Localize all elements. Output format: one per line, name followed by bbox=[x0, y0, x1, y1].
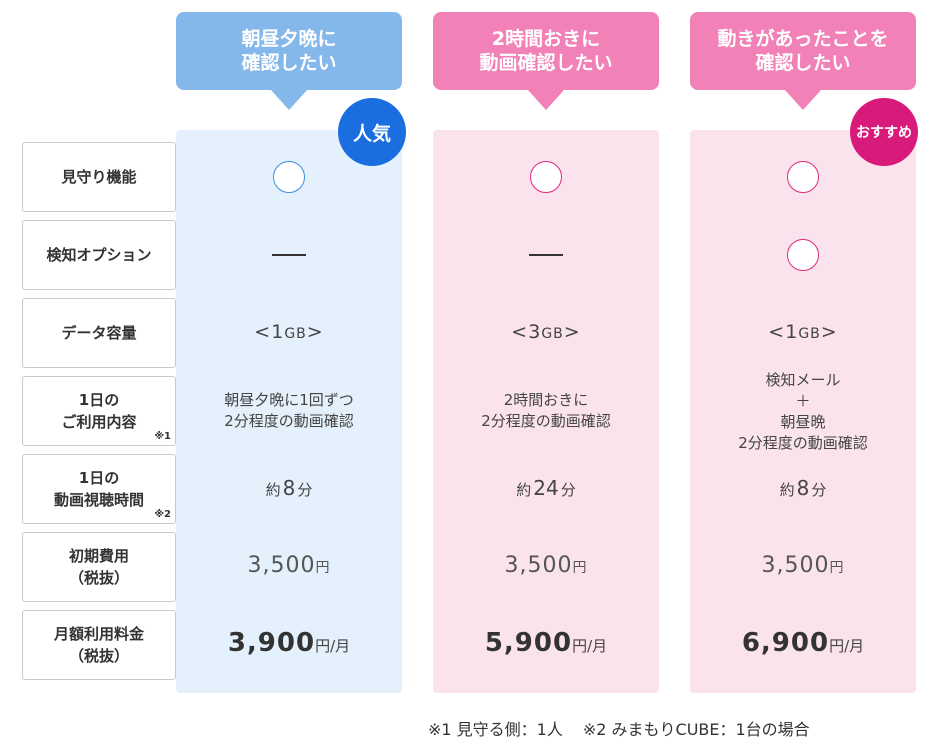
plan-3-panel bbox=[690, 130, 916, 693]
row-label-data: データ容量 bbox=[22, 298, 176, 368]
available-circle-icon bbox=[530, 161, 562, 193]
plan-2-monthly-cell: 5,900円/月 bbox=[433, 610, 659, 680]
not-available-dash-icon bbox=[272, 254, 306, 256]
row-label-monthly-line-1: 月額利用料金 bbox=[53, 625, 144, 643]
plan-1-header: 朝昼夕晩に 確認したい bbox=[176, 12, 402, 110]
row-label-viewing-line-2: 動画視聴時間 bbox=[53, 491, 144, 509]
plan-2-initial-cell: 3,500円 bbox=[433, 532, 659, 602]
plan-1-header-line-1: 朝昼夕晩に bbox=[241, 28, 337, 50]
row-label-monthly: 月額利用料金 （税抜） bbox=[22, 610, 176, 680]
row-label-detection: 検知オプション bbox=[22, 220, 176, 290]
plan-2-detection-cell bbox=[433, 220, 659, 290]
plan-3-data-cell: <1GB> bbox=[690, 298, 916, 368]
plan-1-panel bbox=[176, 130, 402, 693]
row-label-viewing: 1日の 動画視聴時間 ※2 bbox=[22, 454, 176, 524]
plan-3-usage-line-3: 朝昼晩 bbox=[780, 413, 826, 431]
row-label-usage-line-1: 1日の bbox=[78, 391, 120, 409]
plan-1-data-value: <1GB> bbox=[254, 320, 324, 343]
plan-1-data-cell: <1GB> bbox=[176, 298, 402, 368]
plan-2-usage-cell: 2時間おきに 2分程度の動画確認 bbox=[433, 376, 659, 446]
plan-2-monitoring-cell bbox=[433, 142, 659, 212]
plan-1-monthly-cell: 3,900円/月 bbox=[176, 610, 402, 680]
row-label-monitoring: 見守り機能 bbox=[22, 142, 176, 212]
plan-2-usage-line-2: 2分程度の動画確認 bbox=[481, 412, 611, 430]
footnote-1: ※1 見守る側：1人 bbox=[428, 720, 563, 739]
plan-2-data-value: <3GB> bbox=[511, 320, 581, 343]
row-label-usage: 1日の ご利用内容 ※1 bbox=[22, 376, 176, 446]
plan-3-data-value: <1GB> bbox=[768, 320, 838, 343]
row-label-monitoring-text: 見守り機能 bbox=[61, 168, 137, 186]
plan-3-usage-line-2: ＋ bbox=[795, 392, 811, 410]
plan-2-viewing-cell: 約 24 分 bbox=[433, 454, 659, 524]
plan-1-initial-price: 3,500円 bbox=[247, 553, 331, 578]
row-label-data-text: データ容量 bbox=[61, 324, 137, 342]
plan-3-header-line-1: 動きがあったことを bbox=[717, 28, 889, 50]
recommended-badge: おすすめ bbox=[850, 98, 918, 166]
available-circle-icon bbox=[273, 161, 305, 193]
row-label-usage-note: ※1 bbox=[154, 431, 171, 442]
popular-badge: 人気 bbox=[338, 98, 406, 166]
plan-2-panel bbox=[433, 130, 659, 693]
plan-1-initial-cell: 3,500円 bbox=[176, 532, 402, 602]
plan-1-usage-cell: 朝昼夕晩に1回ずつ 2分程度の動画確認 bbox=[176, 376, 402, 446]
row-label-monthly-line-2: （税抜） bbox=[68, 647, 129, 665]
plan-1-monitoring-cell bbox=[176, 142, 402, 212]
available-circle-icon bbox=[787, 239, 819, 271]
plan-2-viewing-value: 約 24 分 bbox=[516, 475, 576, 500]
plan-3-usage-line-4: 2分程度の動画確認 bbox=[738, 434, 868, 452]
plan-1-header-line-2: 確認したい bbox=[241, 52, 337, 74]
plan-3-usage-cell: 検知メール ＋ 朝昼晩 2分程度の動画確認 bbox=[690, 368, 916, 456]
row-label-detection-text: 検知オプション bbox=[46, 246, 152, 264]
plan-1-detection-cell bbox=[176, 220, 402, 290]
not-available-dash-icon bbox=[529, 254, 563, 256]
row-label-usage-line-2: ご利用内容 bbox=[61, 413, 137, 431]
footnote-2: ※2 みまもりCUBE：1台の場合 bbox=[582, 720, 810, 739]
plan-3-initial-price: 3,500円 bbox=[761, 553, 845, 578]
row-label-viewing-line-1: 1日の bbox=[78, 469, 120, 487]
row-label-initial: 初期費用 （税抜） bbox=[22, 532, 176, 602]
plan-3-header-line-2: 確認したい bbox=[755, 52, 851, 74]
plan-3-header: 動きがあったことを 確認したい bbox=[690, 12, 916, 110]
plan-2-data-cell: <3GB> bbox=[433, 298, 659, 368]
plan-3-initial-cell: 3,500円 bbox=[690, 532, 916, 602]
row-label-viewing-note: ※2 bbox=[154, 509, 171, 520]
plan-3-detection-cell bbox=[690, 220, 916, 290]
plan-2-initial-price: 3,500円 bbox=[504, 553, 588, 578]
plan-1-usage-line-1: 朝昼夕晩に1回ずつ bbox=[224, 391, 354, 409]
row-label-initial-line-1: 初期費用 bbox=[68, 547, 129, 565]
plan-3-monitoring-cell bbox=[690, 142, 916, 212]
plan-3-monthly-price: 6,900円/月 bbox=[741, 628, 865, 658]
plan-1-monthly-price: 3,900円/月 bbox=[227, 628, 351, 658]
plan-2-usage-line-1: 2時間おきに bbox=[503, 391, 589, 409]
plan-3-usage-line-1: 検知メール bbox=[765, 371, 841, 389]
plan-3-monthly-cell: 6,900円/月 bbox=[690, 610, 916, 680]
footnotes: ※1 見守る側：1人 ※2 みまもりCUBE：1台の場合 bbox=[428, 716, 810, 740]
row-label-initial-line-2: （税抜） bbox=[68, 569, 129, 587]
plan-1-usage-line-2: 2分程度の動画確認 bbox=[224, 412, 354, 430]
plan-2-header-line-1: 2時間おきに bbox=[491, 28, 601, 50]
plan-2-header-line-2: 動画確認したい bbox=[479, 52, 613, 74]
available-circle-icon bbox=[787, 161, 819, 193]
plan-2-header: 2時間おきに 動画確認したい bbox=[433, 12, 659, 110]
plan-2-monthly-price: 5,900円/月 bbox=[484, 628, 608, 658]
